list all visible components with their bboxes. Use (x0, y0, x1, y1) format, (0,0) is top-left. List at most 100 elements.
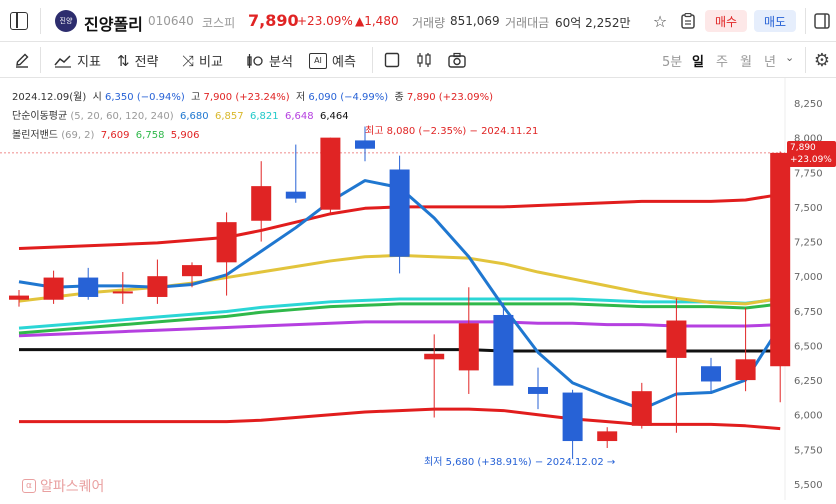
y-tick-label: 5,750 (794, 445, 823, 456)
clipboard-icon[interactable] (678, 11, 698, 31)
candle-body (770, 152, 791, 367)
ma240-line (19, 348, 781, 353)
candle-body (78, 277, 99, 297)
market-name: 코스피 (202, 16, 236, 30)
ma60-upper-line (18, 297, 781, 330)
candle-body (701, 366, 721, 382)
bb-lower-value: 5,906 (170, 130, 200, 141)
chart-toolbar: 지표 ⇅ 전략 ⤨ 비교 분석 AI 예측 5분 일 주 월 년 ⌄ ⚙ (0, 42, 836, 78)
strategy-icon: ⇅ (117, 51, 130, 70)
candle-body (631, 391, 652, 426)
candle-body (562, 392, 583, 442)
bb-upper-value: 7,609 (100, 130, 130, 141)
change-amount: ▲1,480 (355, 14, 399, 28)
divider (40, 47, 41, 73)
period-5min[interactable]: 5분 (662, 55, 683, 70)
bb-info[interactable]: 볼린저밴드 (69, 2) 7,609 6,758 5,906 (12, 126, 199, 141)
ma120-line (18, 320, 781, 338)
low-annotation: 최저 5,680 (+38.91%) − 2024.12.02 → (424, 457, 616, 468)
gear-icon[interactable]: ⚙ (813, 49, 831, 71)
candle-body (389, 169, 410, 257)
candle-body (216, 222, 237, 263)
info-date: 2024.12.09(월) (12, 92, 87, 103)
watermark: α 알파스퀘어 (22, 476, 104, 496)
panel-toggle-icon[interactable] (812, 11, 832, 31)
indicator-button[interactable]: 지표 (54, 51, 101, 70)
strategy-label: 전략 (134, 55, 159, 70)
period-week[interactable]: 주 (716, 55, 728, 70)
ai-forecast-icon: AI (309, 52, 327, 69)
low-value: 6,090 (−4.99%) (308, 92, 389, 103)
y-tick-label: 8,250 (794, 99, 823, 110)
y-tick-label: 8,000 (794, 134, 823, 145)
period-month[interactable]: 월 (740, 55, 752, 70)
watermark-text: 알파스퀘어 (40, 479, 105, 495)
indicator-label: 지표 (77, 55, 101, 70)
camera-icon[interactable] (446, 50, 468, 70)
candle-body (597, 431, 618, 442)
change-rate: +23.09% (297, 14, 353, 28)
candle-body (285, 191, 306, 199)
strategy-button[interactable]: ⇅ 전략 (117, 51, 159, 71)
forecast-label: 예측 (332, 55, 356, 70)
analysis-label: 분석 (269, 55, 293, 70)
price-chart[interactable]: 5,500 5,750 6,000 6,250 6,500 6,750 7,000 7,250… (0, 78, 836, 500)
compare-button[interactable]: ⤨ 비교 (182, 51, 223, 71)
square-draw-icon[interactable] (382, 50, 402, 70)
sell-button[interactable]: 매도 (754, 10, 796, 32)
divider (372, 47, 373, 73)
period-day[interactable]: 일 (692, 55, 704, 70)
ma240-value: 6,464 (319, 111, 349, 122)
indicator-icon (54, 54, 71, 68)
y-tick-label: 6,750 (794, 307, 823, 318)
ma5-value: 6,680 (179, 111, 209, 122)
close-value: 7,890 (+23.09%) (406, 92, 494, 103)
current-price-tag: 7,890 +23.09% (787, 141, 836, 167)
candle-body (43, 277, 64, 300)
high-value: 7,900 (+23.24%) (203, 92, 290, 103)
period-year[interactable]: 년 (764, 55, 776, 70)
analysis-button[interactable]: 분석 (246, 51, 293, 70)
open-value: 6,350 (−0.94%) (105, 92, 185, 103)
watermark-logo-icon: α (22, 479, 36, 493)
ma-info[interactable]: 단순이동평균 (5, 20, 60, 120, 240) 6,680 6,857… (12, 107, 349, 122)
y-tick-label: 7,500 (794, 203, 823, 214)
buy-button[interactable]: 매수 (705, 10, 747, 32)
candle-body (493, 314, 514, 386)
candlestick-chart[interactable]: 5,500 5,750 6,000 6,250 6,500 6,750 7,000 7,250… (0, 78, 836, 500)
candle-body (320, 137, 341, 210)
candle-body (528, 387, 548, 394)
price-tag-rate: +23.09% (790, 155, 832, 165)
forecast-button[interactable]: AI 예측 (309, 51, 356, 70)
bb-mid-value: 6,758 (135, 130, 165, 141)
divider (805, 8, 806, 34)
candle-body (147, 276, 168, 297)
current-price: 7,890 (248, 11, 299, 30)
stock-header: 진양 진양폴리 010640 코스피 7,890 +23.09% ▲1,480 … (0, 0, 836, 42)
volume-label: 거래량 (412, 16, 446, 30)
candle-body (355, 140, 375, 149)
y-tick-label: 7,000 (794, 272, 823, 283)
ma60-value: 6,821 (249, 111, 279, 122)
y-tick-label: 5,500 (794, 480, 823, 491)
y-tick-label: 7,250 (794, 238, 823, 249)
candle-type-icon[interactable] (414, 50, 434, 70)
amount-label: 거래대금 (505, 16, 550, 30)
candle-body (112, 291, 133, 294)
sidebar-toggle-icon[interactable] (10, 12, 28, 30)
analysis-icon (247, 53, 263, 68)
low-label: 저 (296, 92, 306, 103)
y-tick-label: 6,000 (794, 411, 823, 422)
candle-body (182, 265, 202, 277)
star-icon[interactable]: ☆ (652, 11, 668, 31)
pencil-icon[interactable] (12, 50, 32, 70)
chevron-down-icon[interactable]: ⌄ (785, 51, 795, 64)
amount-value: 60억 2,252만 (555, 16, 631, 30)
ma60-line (18, 302, 781, 335)
close-label: 종 (394, 92, 404, 103)
compare-label: 비교 (199, 55, 223, 70)
stock-name[interactable]: 진양폴리 (84, 15, 143, 34)
compare-icon: ⤨ (182, 51, 195, 70)
candle-body (666, 320, 687, 358)
candle-body (9, 295, 29, 300)
